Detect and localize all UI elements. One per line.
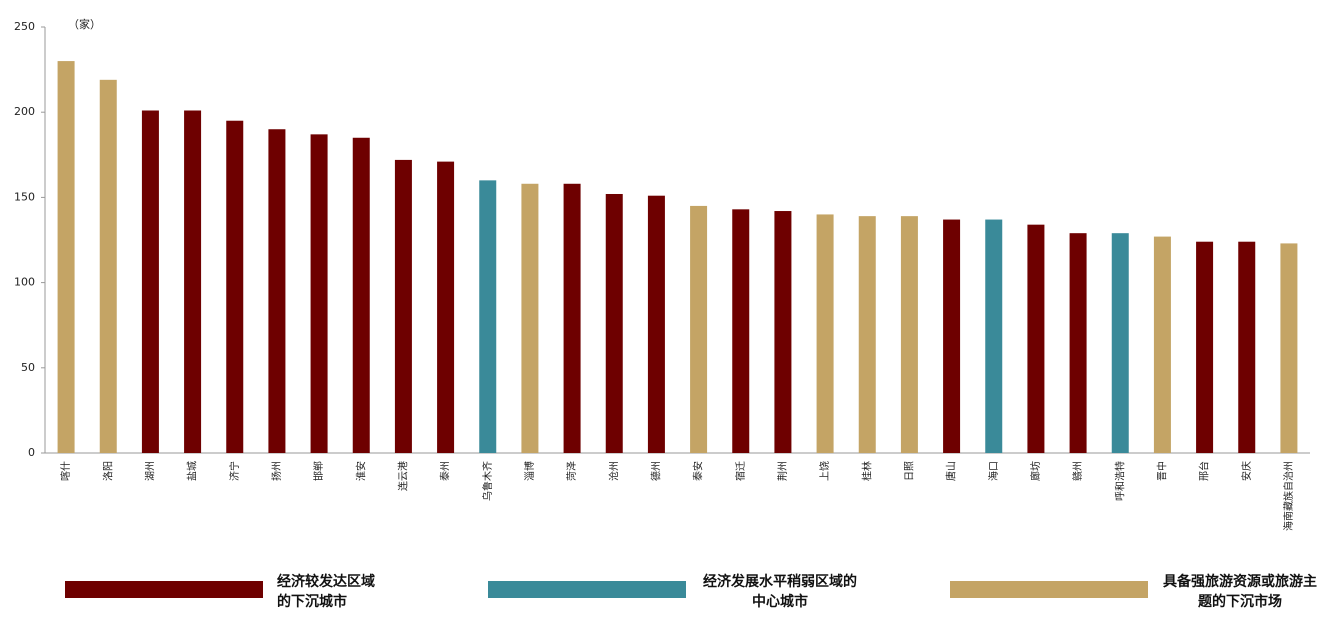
x-tick-label: 宿迁: [734, 461, 747, 481]
x-tick-label: 呼和浩特: [1114, 461, 1126, 501]
legend-label: 经济较发达区域的下沉城市: [277, 574, 375, 610]
x-tick-label: 唐山: [945, 461, 958, 481]
bar: [1069, 233, 1087, 453]
bar: [352, 137, 370, 453]
bar: [605, 193, 623, 453]
x-tick-label: 泰州: [439, 461, 452, 481]
bar: [647, 195, 665, 454]
bar: [985, 219, 1003, 453]
bar: [1238, 241, 1256, 453]
x-tick-label: 扬州: [270, 461, 283, 481]
bar: [521, 183, 539, 453]
y-tick-label: 250: [14, 20, 35, 33]
legend-swatch: [950, 581, 1148, 598]
x-tick-label: 菏泽: [566, 461, 578, 481]
bar: [774, 211, 792, 453]
x-tick-label: 连云港: [396, 461, 409, 491]
x-tick-label: 泰安: [692, 461, 705, 481]
y-tick-label: 50: [21, 361, 35, 374]
bar: [1027, 224, 1045, 453]
x-tick-label: 湖州: [144, 461, 156, 481]
bar: [1196, 241, 1214, 453]
y-tick-label: 200: [14, 105, 35, 118]
bar: [1153, 236, 1171, 453]
x-tick-label: 赣州: [1071, 461, 1084, 481]
legend-swatch: [488, 581, 686, 598]
x-tick-label: 盐城: [186, 461, 199, 481]
bar: [858, 216, 876, 453]
bar: [57, 61, 75, 454]
bar: [816, 214, 834, 453]
bar: [394, 159, 412, 454]
bar: [900, 216, 918, 453]
bar: [141, 110, 159, 453]
bar: [563, 183, 581, 453]
x-tick-label: 邢台: [1198, 461, 1211, 481]
y-tick-label: 150: [14, 190, 35, 203]
bar: [943, 219, 961, 453]
x-tick-label: 淄博: [523, 461, 536, 481]
x-tick-label: 桂林: [860, 461, 873, 481]
chart: （家） 0 50 100 150 200 250 喀什 洛阳 湖州 盐城 济宁 扬州 邯郸 淮安 连云港 泰州…: [14, 17, 1310, 531]
y-tick-label: 100: [14, 276, 35, 289]
x-tick-label: 上饶: [818, 461, 831, 481]
bar: [690, 205, 708, 453]
x-tick-label: 邯郸: [312, 461, 325, 481]
bar: [437, 161, 455, 453]
bar: [1111, 233, 1129, 453]
bar: [99, 79, 117, 453]
x-tick-label: 洛阳: [101, 461, 114, 481]
x-tick-label: 海口: [987, 461, 1000, 481]
bar: [226, 120, 244, 453]
x-tick-label: 廊坊: [1029, 461, 1042, 481]
x-tick-label: 日照: [903, 461, 915, 481]
x-tick-label: 荆州: [776, 461, 789, 481]
legend-label: 经济发展水平稍弱区域的中心城市: [703, 574, 857, 610]
x-tick-label: 海南藏族自治州: [1282, 461, 1295, 531]
x-tick-label: 晋中: [1155, 461, 1168, 481]
legend-label: 具备强旅游资源或旅游主题的下沉市场: [1163, 574, 1317, 610]
x-tick-label: 济宁: [228, 461, 241, 481]
bar: [479, 180, 497, 454]
bar: [184, 110, 202, 453]
bar: [268, 129, 286, 454]
bar: [732, 209, 750, 453]
x-tick-label: 沧州: [607, 461, 620, 481]
legend-swatch: [65, 581, 263, 598]
bar: [1280, 243, 1298, 453]
y-tick-label: 0: [28, 446, 35, 459]
unit-label: （家）: [68, 17, 101, 31]
x-tick-label: 德州: [649, 461, 662, 481]
x-tick-label: 安庆: [1240, 461, 1253, 481]
x-tick-label: 乌鲁木齐: [481, 461, 494, 501]
bar: [310, 134, 328, 454]
x-tick-label: 淮安: [354, 461, 367, 481]
x-tick-label: 喀什: [59, 461, 72, 481]
